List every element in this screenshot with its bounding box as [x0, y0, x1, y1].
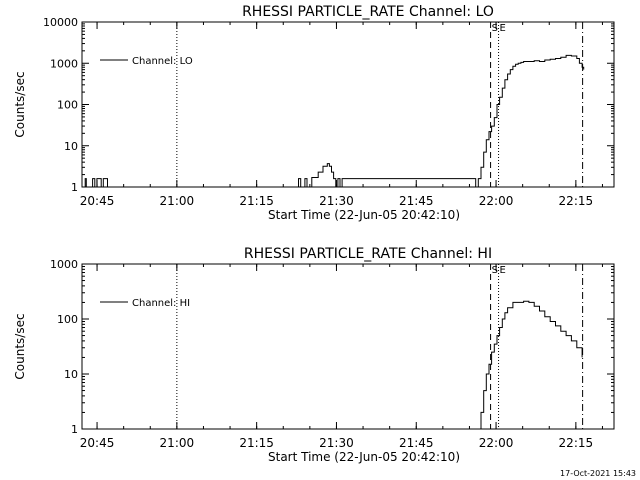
x-tick-label: 21:00 — [160, 436, 195, 450]
x-tick-label: 20:45 — [80, 436, 115, 450]
marker-label: S — [492, 23, 498, 34]
x-tick-label: 21:45 — [399, 194, 434, 208]
legend-label: Channel: LO — [132, 56, 193, 67]
x-tick-label: 21:15 — [239, 194, 274, 208]
x-tick-label: 21:45 — [399, 436, 434, 450]
x-axis-label: Start Time (22-Jun-05 20:42:10) — [268, 208, 460, 222]
x-tick-label: 21:30 — [319, 436, 354, 450]
x-tick-label: 21:15 — [239, 436, 274, 450]
legend-label: Channel: HI — [132, 298, 190, 309]
y-axis-label: Counts/sec — [13, 313, 27, 379]
marker-label: E — [500, 265, 506, 276]
y-tick-label: 100 — [57, 313, 78, 326]
y-tick-label: 1 — [71, 181, 78, 194]
x-tick-label: 22:00 — [479, 436, 514, 450]
y-tick-label: 1 — [71, 423, 78, 436]
x-tick-label: 22:00 — [479, 194, 514, 208]
marker-label: S — [492, 265, 498, 276]
y-tick-label: 10 — [64, 140, 78, 153]
series-line-hi — [478, 300, 583, 430]
y-tick-label: 10000 — [43, 16, 78, 29]
chart-title: RHESSI PARTICLE_RATE Channel: HI — [244, 246, 492, 262]
y-tick-label: 10 — [64, 368, 78, 381]
x-tick-label: 22:15 — [559, 194, 594, 208]
series-line-lo — [82, 54, 585, 188]
x-tick-label: 21:00 — [160, 194, 195, 208]
x-tick-label: 21:30 — [319, 194, 354, 208]
y-axis-label: Counts/sec — [13, 71, 27, 137]
chart-top: RHESSI PARTICLE_RATE Channel: LO Counts/s… — [13, 4, 615, 222]
x-tick-label: 22:15 — [559, 436, 594, 450]
x-tick-label: 20:45 — [80, 194, 115, 208]
y-tick-label: 1000 — [50, 258, 78, 271]
y-tick-label: 100 — [57, 99, 78, 112]
footer-timestamp: 17-Oct-2021 15:43 — [560, 469, 636, 478]
y-tick-label: 1000 — [50, 57, 78, 70]
plot-frame — [81, 21, 615, 188]
marker-label: E — [500, 23, 506, 34]
chart-bottom: RHESSI PARTICLE_RATE Channel: HI Counts/s… — [13, 246, 615, 464]
plot-frame — [81, 263, 615, 430]
x-axis-label: Start Time (22-Jun-05 20:42:10) — [268, 450, 460, 464]
chart-title: RHESSI PARTICLE_RATE Channel: LO — [242, 4, 494, 20]
